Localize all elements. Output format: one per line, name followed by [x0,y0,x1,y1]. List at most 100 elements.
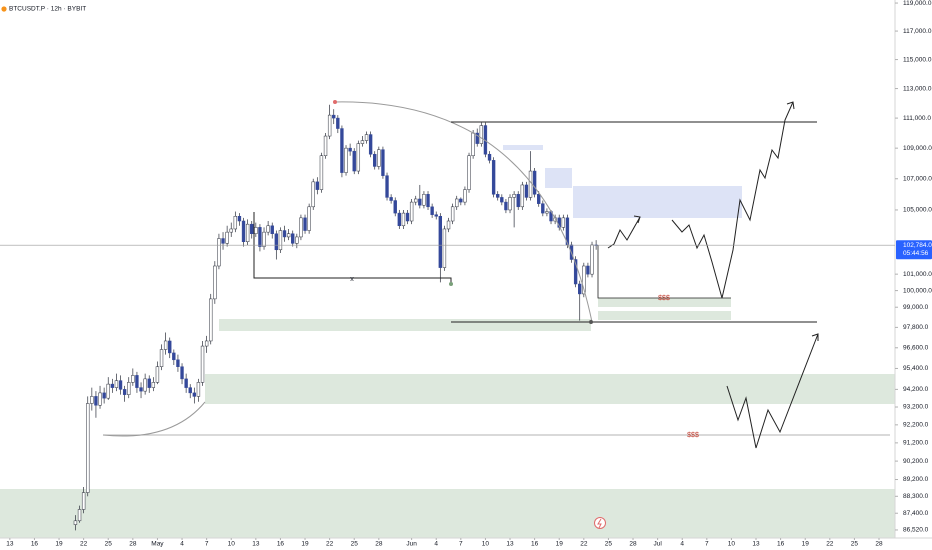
candle-body [233,216,238,230]
candle-body [491,160,496,195]
last-price-box [896,240,932,260]
candle-body [110,383,115,388]
candle-body [94,396,98,406]
candle-body [229,228,233,233]
x-tick-label: 10 [228,541,236,548]
candle-body [409,201,414,222]
candle-body [332,114,336,119]
candle-body [200,345,205,383]
x-tick-label: 22 [326,541,334,548]
candle-body [180,366,184,380]
x-tick-label: 4 [180,541,184,548]
x-tick-label: 25 [105,541,113,548]
candle-body [311,181,315,208]
x-tick-label: 7 [705,541,709,548]
candle-body [90,396,94,404]
arc [102,401,206,437]
candle-body [204,340,209,347]
candle-body [196,382,201,397]
candle-body [225,231,229,244]
candle-body [266,225,270,233]
candle-body [81,492,86,510]
y-tick-label: 111,000.0 [903,115,931,122]
candle-body [487,153,492,161]
x-tick-label: 28 [129,541,137,548]
candle-body [459,198,463,203]
y-tick-label: 99,000.0 [903,304,929,311]
candle-body [217,238,221,267]
candle-body [295,236,299,244]
candle-body [270,225,274,234]
candle-body [151,382,156,388]
x-tick-label: 19 [802,541,810,548]
candle-body [114,380,119,388]
x-tick-label: 10 [482,541,490,548]
x-tick-label: 28 [375,541,383,548]
candle-body [512,194,516,198]
x-tick-label: 13 [252,541,260,548]
y-tick-label: 93,200.0 [903,404,929,411]
arrow-head [786,101,795,110]
countdown-label: 05:44:56 [903,250,929,257]
demand-zone [598,311,731,320]
candle-body [291,233,295,244]
x-tick-label: 25 [351,541,359,548]
event-icon[interactable] [594,517,606,529]
y-tick-label: 119,000.0 [903,0,932,7]
x-tick-label: 10 [728,541,736,548]
candle-body [537,194,541,204]
candle-body [397,212,402,227]
candle-body [143,378,147,392]
y-tick-label: 95,400.0 [903,365,929,372]
chart-title: BTCUSDT.P · 12h · BYBIT [9,6,86,13]
event-icon-bolt [597,518,602,529]
marker-dot [333,100,337,104]
candle-body [77,509,82,522]
y-tick-label: 107,000.0 [903,175,932,182]
candle-body [106,383,110,399]
demand-zone [205,374,895,404]
candle-body [122,389,127,395]
candle-body [286,233,291,238]
x-tick-label: 13 [752,541,760,548]
x-tick-label: 4 [680,541,684,548]
demand-zone [219,319,591,331]
candle-body [307,206,311,231]
candle-body [356,143,361,172]
candle-body [176,359,180,367]
candle-body [401,212,406,227]
supply-zone [503,145,543,150]
y-tick-label: 97,800.0 [903,324,929,331]
x-tick-label: 7 [459,541,463,548]
candle-body [524,184,529,198]
candle-body [278,230,283,251]
candle-body [578,283,582,295]
candle-body [360,140,365,144]
candle-body [573,259,578,285]
y-tick-label: 100,000.0 [903,287,932,294]
candle-body [520,184,525,208]
x-tick-label: 19 [55,541,63,548]
x-tick-label: 25 [851,541,859,548]
candle-body [163,340,168,350]
x-tick-label: 16 [31,541,39,548]
candle-body [241,220,246,242]
candle-body [463,189,467,203]
candle-body [139,387,143,392]
supply-zone [573,186,742,218]
candle-body [496,194,500,198]
candle-body [98,392,102,406]
candle-body [168,340,172,354]
candle-body [172,352,176,361]
x-tick-label: 7 [205,541,209,548]
range-label: x [350,276,354,283]
candle-body [455,198,459,208]
candle-body [508,197,512,211]
candle-body [274,233,279,251]
candle-body [516,194,520,208]
candle-body [434,214,438,217]
x-tick-label: May [151,541,164,548]
y-tick-label: 91,200.0 [903,440,929,447]
candle-body [467,155,471,190]
candle-body [258,227,262,247]
